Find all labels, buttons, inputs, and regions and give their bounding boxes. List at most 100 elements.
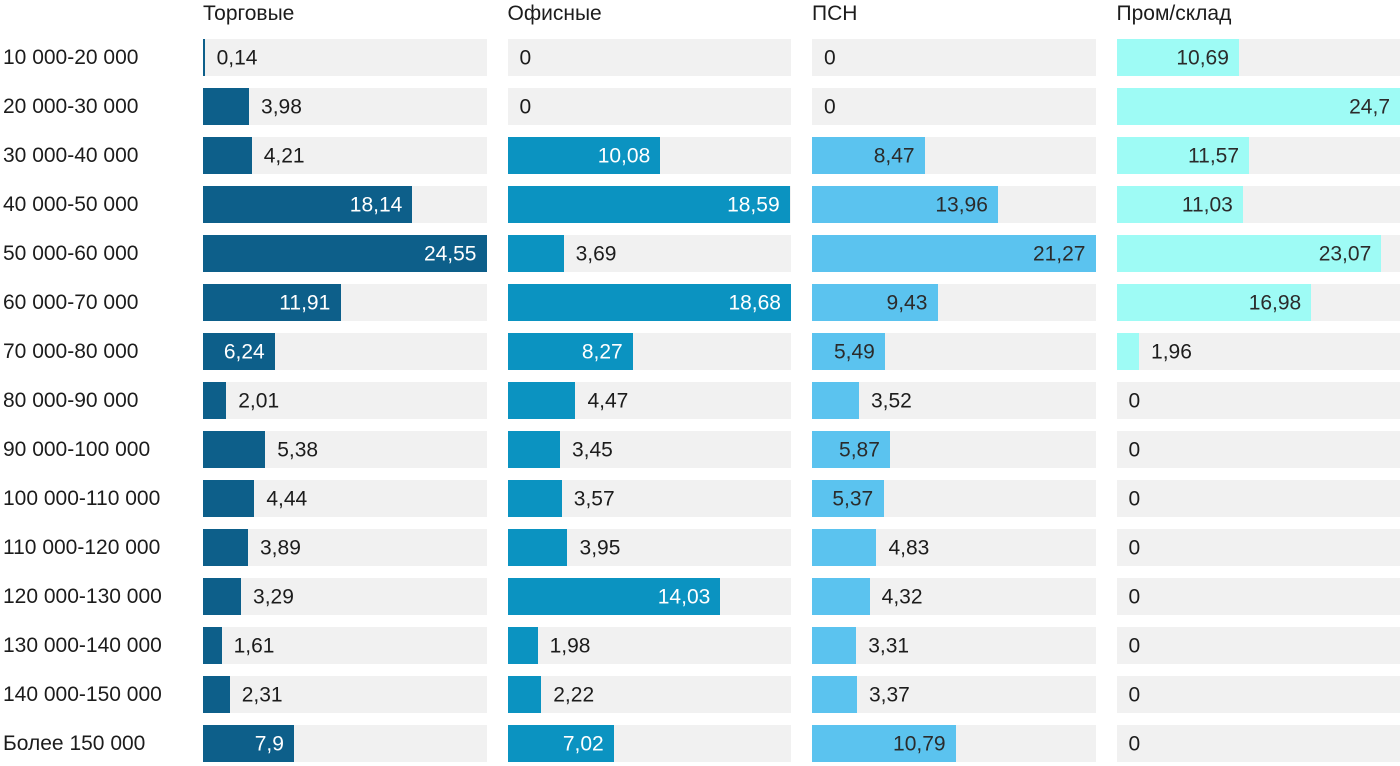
- bar-value-label: 5,37: [832, 487, 874, 510]
- bar-track: 0: [1116, 480, 1400, 517]
- bar-track: 4,44: [203, 480, 487, 517]
- category-label: 80 000-90 000: [3, 388, 139, 412]
- category-label: 70 000-80 000: [3, 339, 139, 363]
- bar-value-label: 1,96: [1151, 340, 1192, 363]
- bar-value-label: 4,32: [881, 585, 923, 608]
- chart-row: 110 000-120 000 3,89 3,95 4,83 0: [0, 529, 1400, 566]
- category-label: 10 000-20 000: [3, 45, 139, 69]
- bar-value-label: 0,14: [216, 46, 258, 69]
- bar-value-label: 3,89: [260, 536, 301, 559]
- bar-track: 3,52: [812, 382, 1096, 419]
- bar: [1116, 186, 1244, 223]
- bar-track: 7,9: [203, 725, 487, 762]
- bar-track: 24,7: [1116, 88, 1400, 125]
- category-label: 100 000-110 000: [3, 486, 161, 510]
- bar-value-label: 18,59: [727, 193, 780, 216]
- bar-value-label: 18,68: [728, 291, 781, 314]
- bar: [203, 137, 252, 174]
- bar-value-label: 10,79: [893, 732, 946, 755]
- bar-value-label: 3,31: [868, 634, 910, 657]
- bar-value-label: 16,98: [1248, 291, 1302, 314]
- bar-track: 18,68: [507, 284, 791, 321]
- bar-track: 1,96: [1116, 333, 1400, 370]
- bar-track: 8,27: [507, 333, 791, 370]
- bar: [812, 431, 891, 468]
- bar: [203, 627, 222, 664]
- bar-value-label: 2,31: [241, 683, 283, 706]
- bar-value-label: 8,27: [581, 340, 623, 363]
- bar: [812, 235, 1096, 272]
- bar: [1116, 39, 1240, 76]
- bar: [203, 480, 255, 517]
- bar: [812, 578, 870, 615]
- bar-track: 2,31: [203, 676, 487, 713]
- bar-value-label: 4,47: [587, 389, 629, 412]
- bar-value-label: 7,02: [562, 732, 604, 755]
- bar-track: 10,79: [812, 725, 1096, 762]
- bar-track: 24,55: [203, 235, 487, 272]
- chart-row: 80 000-90 000 2,01 4,47 3,52 0: [0, 382, 1400, 419]
- series-header-prom-sklad: Пром/склад: [1116, 2, 1232, 25]
- bar: [203, 284, 341, 321]
- bar: [507, 725, 615, 762]
- bar: [507, 235, 564, 272]
- bar-track: 3,69: [507, 235, 791, 272]
- bar-value-label: 6,24: [223, 340, 265, 363]
- bar-track: 23,07: [1116, 235, 1400, 272]
- bar: [507, 382, 576, 419]
- bar-value-label: 14,03: [657, 585, 711, 608]
- bar-value-label: 9,43: [886, 291, 928, 314]
- chart-row: 40 000-50 000 18,14 18,59 13,96 11,03: [0, 186, 1400, 223]
- chart-row: 140 000-150 000 2,31 2,22 3,37 0: [0, 676, 1400, 713]
- bar-track: 10,69: [1116, 39, 1400, 76]
- bar-track: 21,27: [812, 235, 1096, 272]
- bar-value-label: 3,45: [571, 438, 613, 461]
- bar-value-label: 18,14: [349, 193, 403, 216]
- bar-track: 5,37: [812, 480, 1096, 517]
- chart-row: 100 000-110 000 4,44 3,57 5,37 0: [0, 480, 1400, 517]
- bar-track: 18,14: [203, 186, 487, 223]
- bar: [203, 39, 205, 76]
- bar: [1116, 235, 1382, 272]
- bar: [507, 284, 791, 321]
- chart-row: 70 000-80 000 6,24 8,27 5,49 1,96: [0, 333, 1400, 370]
- category-label: 60 000-70 000: [3, 290, 139, 314]
- bar: [203, 676, 230, 713]
- series-header-psn: ПСН: [812, 2, 858, 25]
- bar-value-label: 5,87: [839, 438, 880, 461]
- bar-value-label: 11,57: [1188, 144, 1240, 167]
- bar-value-label: 24,7: [1349, 95, 1390, 118]
- bar-track: 11,91: [203, 284, 487, 321]
- category-label: Более 150 000: [3, 731, 146, 755]
- bar-track: 13,96: [812, 186, 1096, 223]
- bar: [812, 676, 857, 713]
- bar-track: 2,01: [203, 382, 487, 419]
- bar-value-label: 0: [1128, 487, 1141, 510]
- bar-track: 1,61: [203, 627, 487, 664]
- bar: [812, 333, 886, 370]
- bar-value-label: 21,27: [1032, 242, 1086, 265]
- bar: [507, 186, 790, 223]
- bar-value-label: 0: [1128, 634, 1141, 657]
- category-label: 40 000-50 000: [3, 192, 139, 216]
- bar-track: 4,32: [812, 578, 1096, 615]
- chart-row: 20 000-30 000 3,98 0 0 24,7: [0, 88, 1400, 125]
- bar-track: 3,29: [203, 578, 487, 615]
- bar-value-label: 5,38: [277, 438, 319, 461]
- category-label: 110 000-120 000: [3, 535, 161, 559]
- bar: [1116, 284, 1312, 321]
- bar-value-label: 0: [824, 46, 836, 69]
- bar: [203, 725, 295, 762]
- bar-track: 0,14: [203, 39, 487, 76]
- bar-track: 7,02: [507, 725, 791, 762]
- bar-value-label: 13,96: [935, 193, 988, 216]
- bar-track: 11,03: [1116, 186, 1400, 223]
- bar-value-label: 4,21: [263, 144, 305, 167]
- series-header-ofisnye: Офисные: [507, 2, 602, 25]
- bar-value-label: 0: [1128, 389, 1141, 412]
- category-label: 130 000-140 000: [3, 633, 162, 657]
- bar-track: 0: [1116, 431, 1400, 468]
- bar: [812, 529, 877, 566]
- bar-track: 0: [507, 88, 791, 125]
- bar-track: 18,59: [507, 186, 791, 223]
